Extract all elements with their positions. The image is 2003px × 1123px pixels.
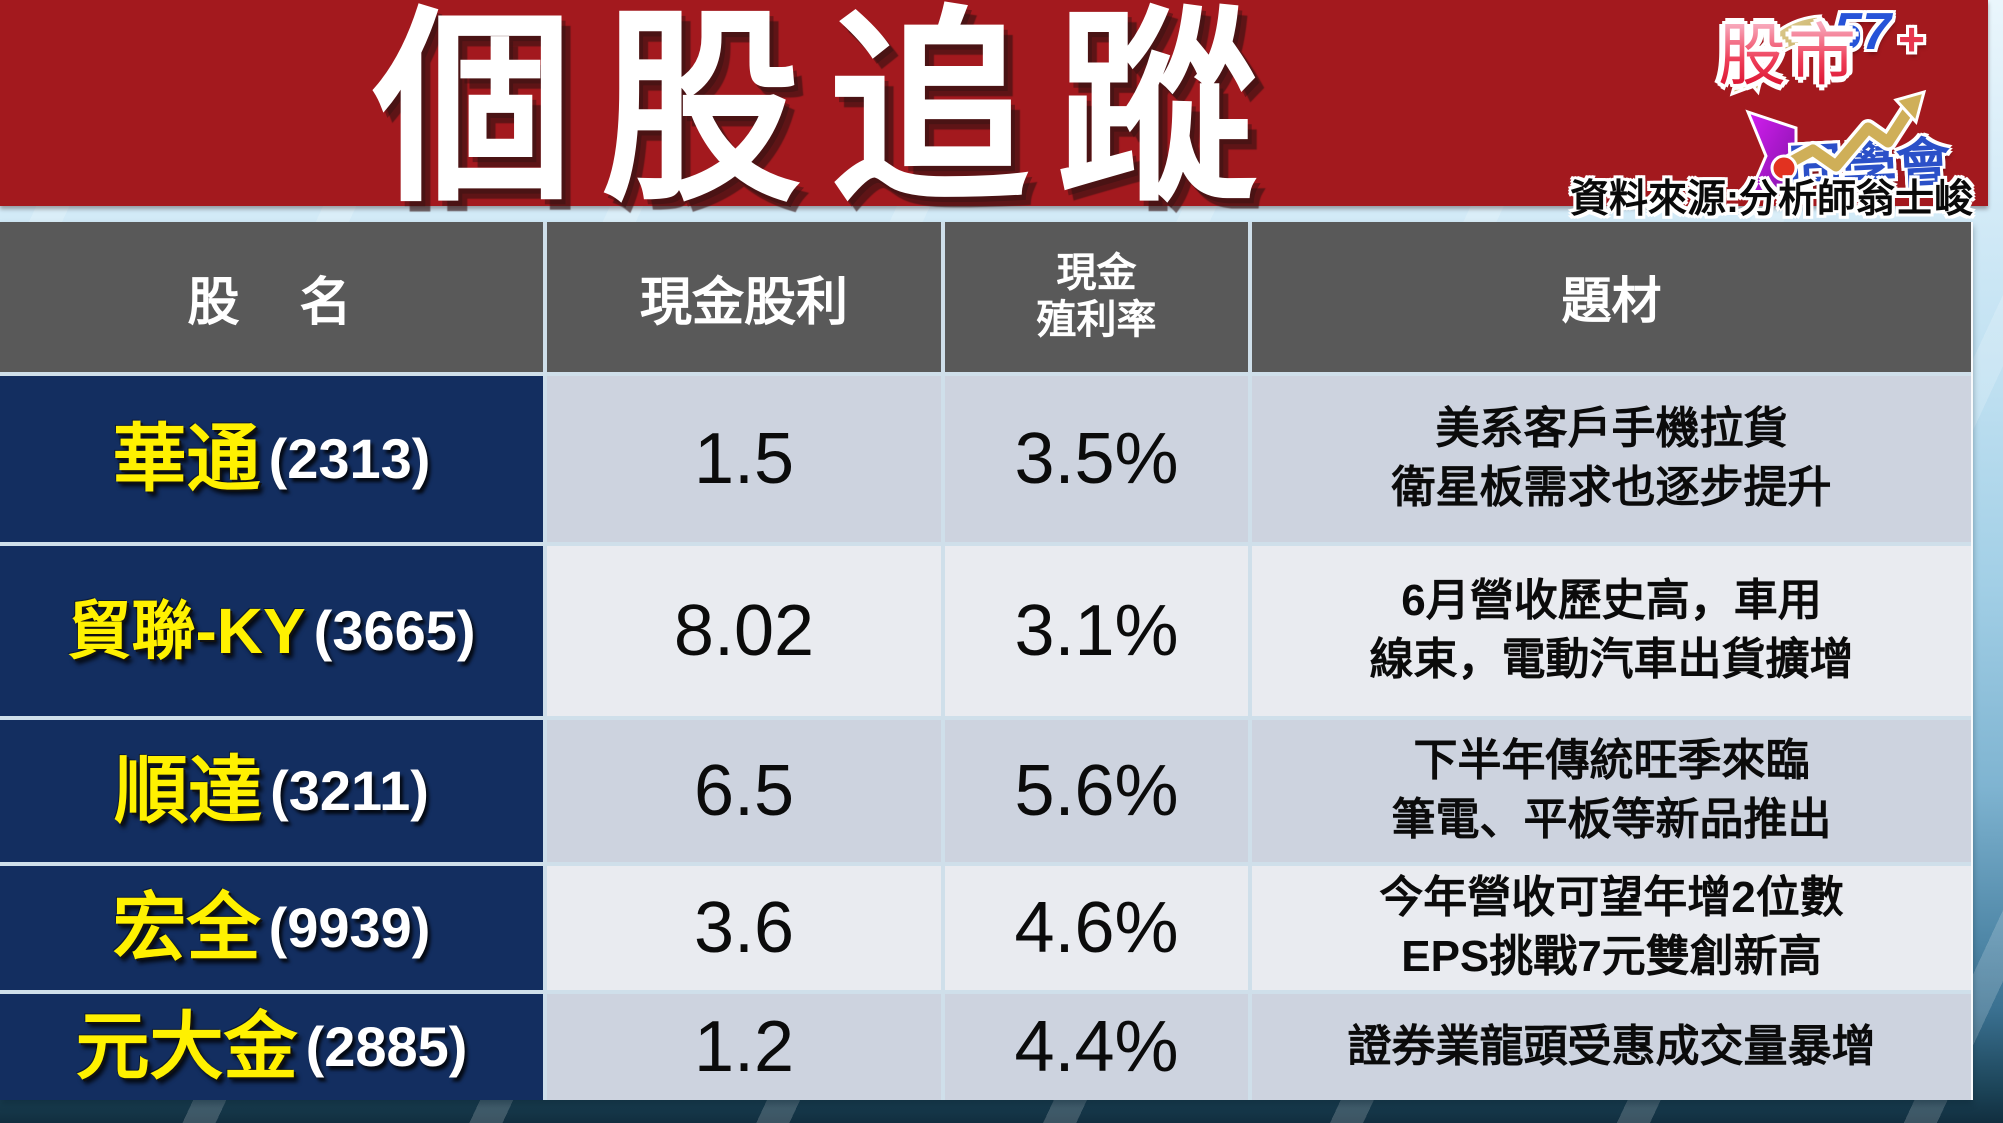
yield-value: 4.6% bbox=[945, 866, 1248, 990]
stock-name: 貿聯-KY bbox=[67, 595, 306, 667]
theme-text: 下半年傳統旺季來臨 筆電、平板等新品推出 bbox=[1252, 720, 1971, 862]
stock-code: (2313) bbox=[268, 427, 431, 490]
arrow-head-icon bbox=[1893, 89, 1927, 126]
table-row-5-name: 元大金 (2885) bbox=[0, 994, 543, 1100]
stock-code: (2885) bbox=[305, 1015, 468, 1078]
table-row-1-name: 華通 (2313) bbox=[0, 376, 543, 542]
header-cell-theme: 題材 bbox=[1252, 222, 1971, 372]
data-source-text: 資料來源:分析師翁士峻 bbox=[1570, 178, 1973, 221]
table-row-3-name: 順達 (3211) bbox=[0, 720, 543, 862]
yield-value: 4.4% bbox=[945, 994, 1248, 1100]
page-title: 個股追蹤 bbox=[372, 0, 1285, 226]
dividend-value: 3.6 bbox=[547, 866, 941, 990]
stock-name: 順達 bbox=[114, 749, 263, 832]
logo-57-text: 57 bbox=[1833, 3, 1891, 61]
arrow-red-dot-icon bbox=[1770, 154, 1798, 182]
header-cell-cash-dividend: 現金股利 bbox=[547, 222, 941, 372]
stock-code: (9939) bbox=[268, 896, 431, 959]
stock-name: 宏全 bbox=[112, 886, 261, 969]
yield-value: 3.5% bbox=[945, 376, 1248, 542]
logo-plus-icon: + bbox=[1898, 13, 1925, 65]
table-row-4-name: 宏全 (9939) bbox=[0, 866, 543, 990]
theme-text: 6月營收歷史高，車用 線束，電動汽車出貨擴增 bbox=[1252, 546, 1971, 716]
stock-code: (3211) bbox=[270, 759, 429, 822]
yield-value: 3.1% bbox=[945, 546, 1248, 716]
header-cell-cash-yield: 現金 殖利率 bbox=[945, 222, 1248, 372]
stock-table: 股 名 現金股利 現金 殖利率 題材 華通 (2313) 1.5 3.5% 美系… bbox=[0, 222, 1973, 1100]
gold-swoosh-icon bbox=[1729, 14, 1823, 97]
theme-text: 美系客戶手機拉貨 衛星板需求也逐步提升 bbox=[1252, 376, 1971, 542]
dividend-value: 6.5 bbox=[547, 720, 941, 862]
yield-value: 5.6% bbox=[945, 720, 1248, 862]
theme-text: 證券業龍頭受惠成交量暴增 bbox=[1252, 994, 1971, 1100]
stock-name: 華通 bbox=[112, 417, 261, 500]
title-banner: 個股追蹤 57 + 股市 同學會 bbox=[0, 0, 1988, 220]
table-row-2-name: 貿聯-KY (3665) bbox=[0, 546, 543, 716]
show-logo: 57 + 股市 同學會 bbox=[1718, 0, 1953, 201]
stock-code: (3665) bbox=[313, 599, 476, 662]
header-cell-stock-name: 股 名 bbox=[0, 222, 543, 372]
theme-text: 今年營收可望年增2位數 EPS挑戰7元雙創新高 bbox=[1252, 866, 1971, 990]
dividend-value: 8.02 bbox=[547, 546, 941, 716]
dividend-value: 1.2 bbox=[547, 994, 941, 1100]
dividend-value: 1.5 bbox=[547, 376, 941, 542]
stock-name: 元大金 bbox=[75, 1005, 298, 1088]
logo-arrow-front bbox=[1770, 89, 1927, 182]
